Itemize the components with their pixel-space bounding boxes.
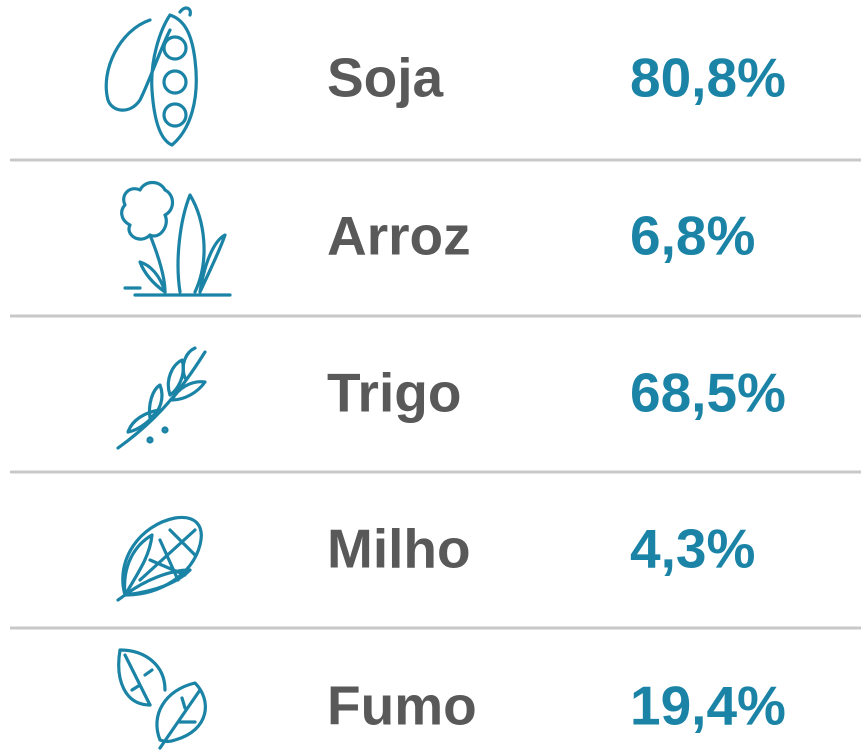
crop-share: 80,8% — [630, 47, 786, 109]
crop-share: 68,5% — [630, 362, 786, 424]
crop-share: 6,8% — [630, 205, 755, 267]
crop-share: 4,3% — [630, 518, 755, 580]
crop-name: Trigo — [327, 362, 461, 424]
crop-name: Fumo — [327, 675, 477, 737]
crop-name: Arroz — [327, 205, 471, 267]
wheat-icon — [116, 346, 207, 450]
corn-icon — [116, 515, 203, 602]
crop-share: 19,4% — [630, 675, 786, 737]
tobacco-icon — [117, 648, 207, 750]
soy-icon — [104, 6, 198, 147]
crop-name: Milho — [327, 518, 471, 580]
crop-name: Soja — [327, 47, 444, 109]
rice-icon — [120, 180, 232, 297]
